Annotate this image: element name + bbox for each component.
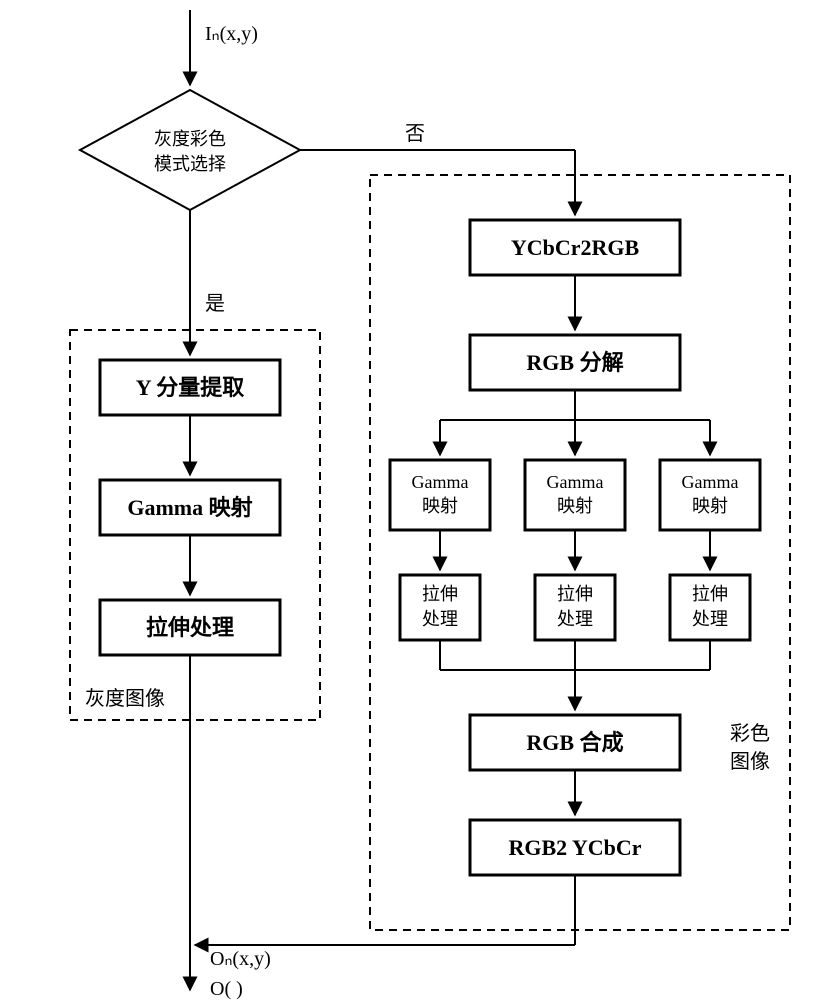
gray-group-label: 灰度图像 xyxy=(85,687,165,710)
box-gray-gamma-text: Gamma 映射 xyxy=(127,495,252,520)
box-rgb-split-text: RGB 分解 xyxy=(526,350,623,375)
box-gamma-1 xyxy=(390,460,490,530)
box-gamma-2 xyxy=(525,460,625,530)
branch-no-label: 否 xyxy=(405,123,425,145)
box-stretch-3-t1: 拉伸 xyxy=(692,584,728,604)
box-gamma-2-t1: Gamma xyxy=(547,472,604,492)
box-gamma-1-t1: Gamma xyxy=(412,472,469,492)
box-gamma-3 xyxy=(660,460,760,530)
box-stretch-2-t1: 拉伸 xyxy=(557,584,593,604)
box-gamma-1-t2: 映射 xyxy=(422,496,458,516)
output-label2: O( ) xyxy=(210,978,243,1000)
output-label: Oₙ(x,y) xyxy=(210,948,271,970)
box-stretch-1-t2: 处理 xyxy=(422,609,458,629)
box-stretch-3-t2: 处理 xyxy=(692,609,728,629)
box-gamma-2-t2: 映射 xyxy=(557,496,593,516)
branch-yes-label: 是 xyxy=(205,293,225,315)
box-ycbcr2rgb-text: YCbCr2RGB xyxy=(511,235,640,260)
box-gamma-3-t2: 映射 xyxy=(692,496,728,516)
box-rgb2ycbcr-text: RGB2 YCbCr xyxy=(508,835,641,860)
input-label: Iₙ(x,y) xyxy=(205,23,258,45)
color-group-frame xyxy=(370,175,790,930)
color-group-label-2: 图像 xyxy=(730,750,770,773)
box-gray-stretch-text: 拉伸处理 xyxy=(146,615,234,640)
flowchart-svg: Iₙ(x,y) 灰度彩色 模式选择 否 是 灰度图像 Y 分量提取 Gamma … xyxy=(0,0,817,1000)
box-gamma-3-t1: Gamma xyxy=(682,472,739,492)
decision-text-1: 灰度彩色 xyxy=(154,129,226,149)
decision-node xyxy=(80,90,300,210)
decision-text-2: 模式选择 xyxy=(154,154,226,174)
color-group-label-1: 彩色 xyxy=(730,722,770,745)
box-rgb-merge-text: RGB 合成 xyxy=(526,730,623,755)
box-stretch-1-t1: 拉伸 xyxy=(422,584,458,604)
box-stretch-2-t2: 处理 xyxy=(557,609,593,629)
box-y-extract-text: Y 分量提取 xyxy=(136,375,245,400)
